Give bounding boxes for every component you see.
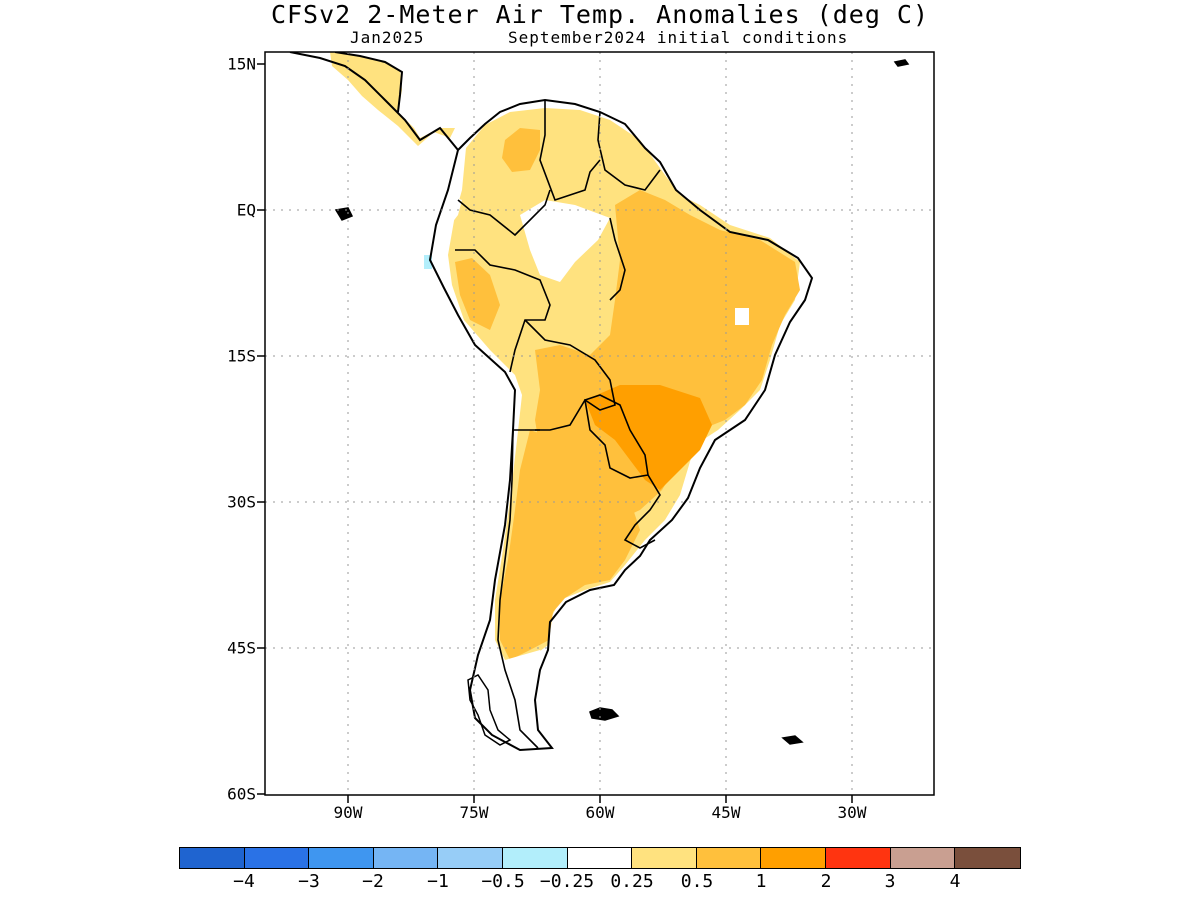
central-america-coastline <box>289 52 459 151</box>
initial-conditions-label: September2024 initial conditions <box>508 28 849 47</box>
colorbar-label: −2 <box>362 871 384 892</box>
lon-label-75w: 75W <box>459 803 489 822</box>
lat-label-30s: 30S <box>227 492 256 512</box>
anomaly-area-0-5-to-1-north <box>502 128 540 172</box>
lon-label-45w: 45W <box>711 803 741 822</box>
colorbar-label: −0.5 <box>481 871 525 892</box>
valid-month-label: Jan2025 <box>350 28 425 47</box>
lon-label-30w: 30W <box>837 803 867 822</box>
neutral-cell-east-brazil <box>735 308 749 325</box>
colorbar-segment <box>696 848 762 868</box>
colorbar-segment <box>567 848 633 868</box>
colorbar-label: 0.5 <box>680 871 714 892</box>
neutral-area-upper-amazon <box>520 200 610 282</box>
lon-label-90w: 90W <box>333 803 363 822</box>
colorbar-segment <box>632 848 697 868</box>
colorbar-label: 3 <box>884 871 896 892</box>
lat-label-15n: 15N <box>227 54 256 74</box>
neutral-area-andes <box>430 195 462 232</box>
negative-anomaly-cell-ecuador <box>424 255 432 269</box>
colorbar-label: 4 <box>949 871 961 892</box>
chart-title: CFSv2 2-Meter Air Temp. Anomalies (deg C… <box>270 0 930 29</box>
colorbar-label: 0.25 <box>610 871 654 892</box>
colorbar-segment <box>890 848 956 868</box>
colorbar-label: −3 <box>298 871 320 892</box>
colorbar-label: −1 <box>427 871 449 892</box>
lat-label-45s: 45S <box>227 638 256 658</box>
anomaly-area-1-to-2 <box>585 385 712 490</box>
lat-label-60s: 60S <box>227 784 256 804</box>
neutral-area-patagonia <box>480 650 552 752</box>
lon-label-60w: 60W <box>585 803 615 822</box>
lat-label-eq: EQ <box>236 200 256 220</box>
anomaly-area-0-5-to-1-peru <box>455 258 500 330</box>
colorbar-label: 1 <box>755 871 767 892</box>
colorbar-label: 2 <box>820 871 832 892</box>
colorbar-segment <box>825 848 891 868</box>
colorbar-segment <box>180 848 245 868</box>
colorbar-label: −4 <box>233 871 255 892</box>
country-borders <box>455 100 661 749</box>
colorbar-segment <box>955 848 1020 868</box>
tick-marks <box>257 63 853 803</box>
colorbar-segment <box>373 848 439 868</box>
colorbar-segment <box>502 848 568 868</box>
anomaly-area-0-5-to-1-argentina <box>500 430 640 660</box>
colorbar-segment <box>309 848 374 868</box>
colorbar-label: −0.25 <box>539 871 595 892</box>
colorbar-segment <box>761 848 826 868</box>
islands <box>334 59 910 746</box>
colorbar-segment <box>438 848 503 868</box>
central-america-landmass <box>330 52 455 146</box>
lat-label-15s: 15S <box>227 346 256 366</box>
colorbar <box>179 847 1021 869</box>
colorbar-segment <box>244 848 310 868</box>
anomaly-area-0-5-to-1-brazil <box>535 190 800 520</box>
